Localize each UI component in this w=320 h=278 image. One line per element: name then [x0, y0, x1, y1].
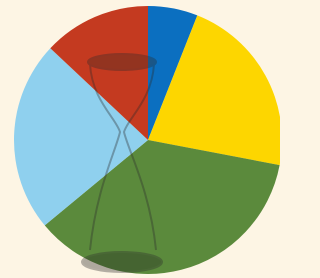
hourglass-base: [82, 252, 162, 272]
page: {"chart_data": {"type": "pie", "values":…: [0, 0, 280, 278]
pie: [14, 6, 280, 274]
chart: [0, 0, 280, 278]
hourglass-top: [88, 54, 156, 70]
